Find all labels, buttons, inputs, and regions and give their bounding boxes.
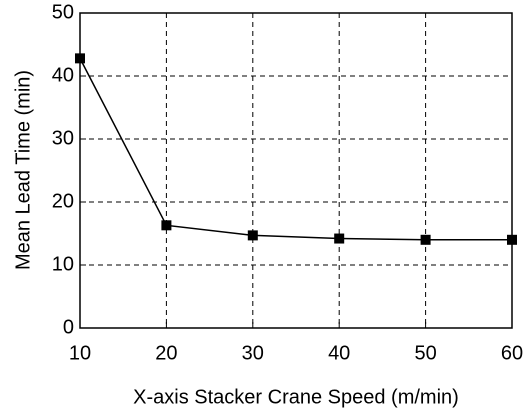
x-tick-label: 30: [242, 342, 264, 364]
x-tick-label: 60: [501, 342, 523, 364]
y-tick-label: 0: [63, 316, 74, 338]
data-marker: [420, 234, 431, 245]
data-marker: [507, 234, 517, 245]
y-tick-label: 30: [52, 127, 74, 149]
x-tick-label: 50: [414, 342, 436, 364]
y-tick-label: 50: [52, 1, 74, 23]
y-axis-label: Mean Lead Time (min): [12, 70, 34, 270]
y-tick-label: 40: [52, 64, 74, 86]
data-marker: [247, 230, 258, 241]
x-tick-label: 10: [69, 342, 91, 364]
data-marker: [161, 220, 172, 231]
y-tick-label: 20: [52, 190, 74, 212]
data-marker: [75, 53, 85, 64]
data-marker: [334, 233, 345, 244]
x-tick-label: 40: [328, 342, 350, 364]
y-tick-label: 10: [52, 253, 74, 275]
x-axis-label: X-axis Stacker Crane Speed (m/min): [133, 386, 459, 408]
data-line: [79, 58, 512, 241]
plot-frame: [79, 12, 513, 329]
x-tick-label: 20: [155, 342, 177, 364]
